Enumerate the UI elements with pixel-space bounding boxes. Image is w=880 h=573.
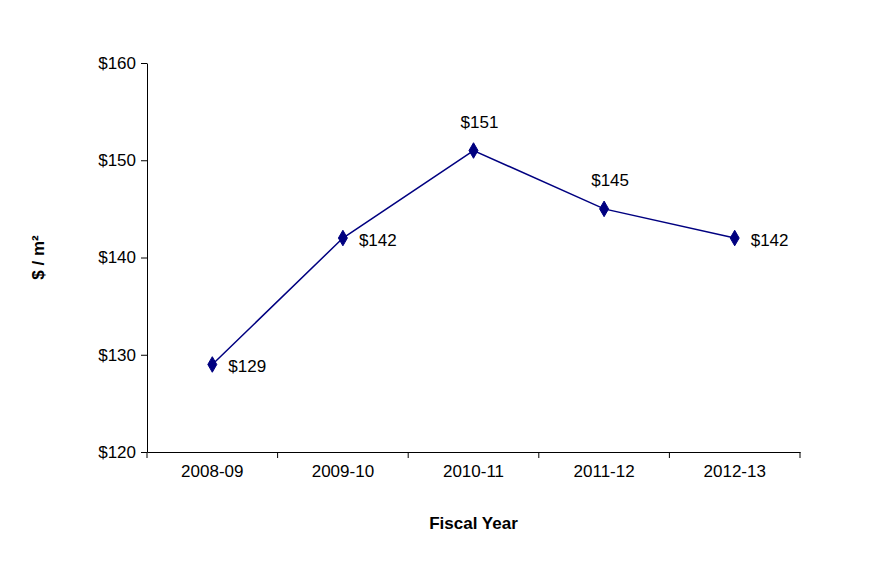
y-tick-label: $150 (98, 151, 136, 170)
category-divider (147, 452, 148, 458)
x-tick-label: 2009-10 (312, 462, 374, 481)
data-label: $142 (751, 231, 789, 250)
x-axis: 2008-09 2009-10 2010-11 2011-12 2012-13 (147, 452, 801, 481)
x-axis-line (148, 452, 801, 453)
y-tick-mark (141, 355, 147, 356)
y-tick-mark (141, 63, 147, 64)
x-tick: 2009-10 (312, 452, 374, 481)
x-tick: 2008-09 (181, 452, 243, 481)
x-tick-label: 2010-11 (443, 462, 504, 481)
data-point (208, 357, 217, 373)
y-tick: $150 (98, 151, 147, 170)
y-tick-label: $120 (98, 443, 136, 462)
y-tick-label: $160 (98, 54, 136, 73)
data-labels: $129 $142 $151 $145 $142 (228, 113, 788, 377)
y-tick-mark (141, 258, 147, 259)
y-tick: $130 (98, 346, 147, 365)
data-line (212, 151, 734, 365)
category-divider (800, 452, 801, 458)
data-point (730, 230, 739, 246)
chart: $120 $130 $140 $150 $160 2008-09 2009-10 2010-1… (0, 0, 880, 573)
y-tick: $120 (98, 443, 147, 462)
plot-area (208, 143, 739, 373)
data-point (600, 201, 609, 217)
y-tick: $140 (98, 248, 147, 267)
data-label: $129 (228, 357, 266, 376)
category-divider (277, 452, 278, 458)
x-tick-label: 2012-13 (704, 462, 766, 481)
y-axis-title: $ / m² (29, 235, 48, 280)
y-axis: $120 $130 $140 $150 $160 (98, 54, 147, 462)
background (0, 0, 880, 573)
x-axis-title: Fiscal Year (429, 514, 518, 533)
y-tick-mark (141, 452, 147, 453)
x-tick-label: 2008-09 (181, 462, 243, 481)
category-divider (538, 452, 539, 458)
y-tick-label: $140 (98, 248, 136, 267)
y-axis-line (147, 64, 148, 453)
data-point (338, 230, 347, 246)
y-tick-label: $130 (98, 346, 136, 365)
data-point (469, 143, 478, 159)
data-label: $151 (461, 113, 499, 132)
category-divider (408, 452, 409, 458)
x-tick-label: 2011-12 (574, 462, 635, 481)
data-label: $142 (359, 231, 397, 250)
x-tick: 2012-13 (704, 452, 766, 481)
data-label: $145 (591, 171, 629, 190)
category-divider (669, 452, 670, 458)
x-tick: 2011-12 (574, 452, 635, 481)
x-tick: 2010-11 (443, 452, 504, 481)
y-tick-mark (141, 160, 147, 161)
y-tick: $160 (98, 54, 147, 73)
